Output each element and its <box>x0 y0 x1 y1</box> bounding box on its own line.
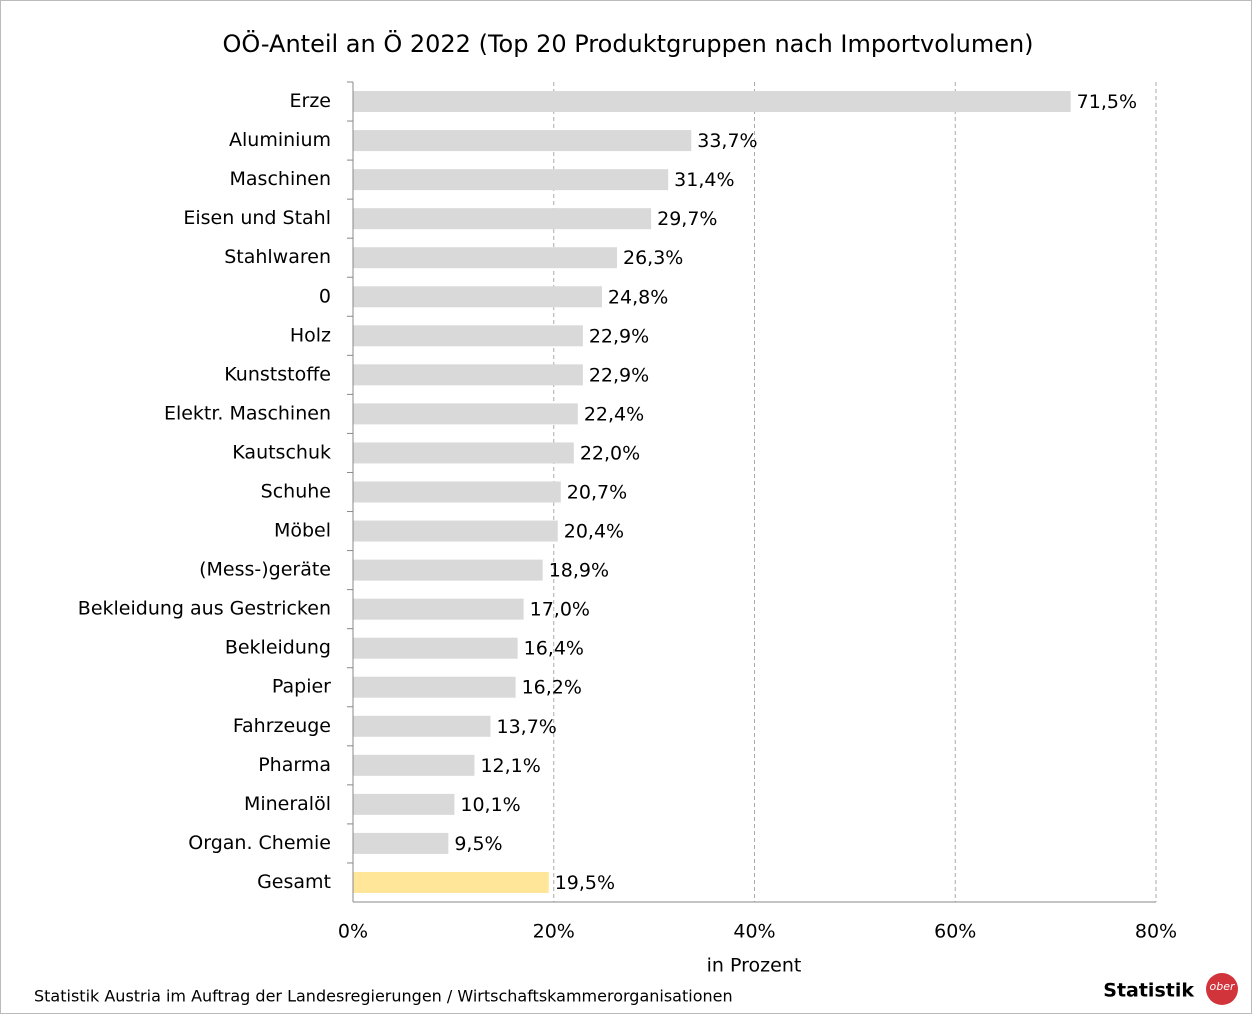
chart-title: OÖ-Anteil an Ö 2022 (Top 20 Produktgrupp… <box>222 29 1033 58</box>
y-tick-label: Schuhe <box>261 481 331 503</box>
bar <box>353 871 549 893</box>
bar <box>353 169 669 191</box>
value-label: 22,9% <box>589 325 649 347</box>
y-tick-label: Elektr. Maschinen <box>164 402 331 424</box>
bar <box>353 208 652 230</box>
y-tick-label: Mineralöl <box>244 793 331 815</box>
y-tick-label: Gesamt <box>257 871 331 893</box>
y-tick-label: Möbel <box>274 520 331 542</box>
logo-text: Statistik <box>1103 980 1194 1002</box>
value-label: 17,0% <box>530 599 590 621</box>
bar <box>353 403 578 425</box>
y-tick-label: (Mess-)geräte <box>199 559 331 581</box>
bar <box>353 676 516 698</box>
y-tick-label: Aluminium <box>229 129 331 151</box>
value-label: 31,4% <box>674 169 734 191</box>
value-label: 18,9% <box>549 560 609 582</box>
bar <box>353 754 475 776</box>
x-tick-label: 20% <box>533 921 575 943</box>
value-label: 13,7% <box>497 716 557 738</box>
value-label: 24,8% <box>608 286 668 308</box>
value-label: 22,9% <box>589 364 649 386</box>
y-tick-label: Fahrzeuge <box>233 715 331 737</box>
bar <box>353 130 692 152</box>
bar <box>353 325 583 347</box>
x-tick-label: 60% <box>934 921 976 943</box>
y-tick-label: 0 <box>319 285 331 307</box>
value-label: 20,4% <box>564 521 624 543</box>
bar <box>353 559 543 581</box>
y-tick-label: Kautschuk <box>232 441 331 463</box>
y-tick-label: Maschinen <box>230 168 331 190</box>
bar <box>353 442 574 464</box>
bar <box>353 286 602 308</box>
y-tick-label: Bekleidung aus Gestricken <box>78 598 331 620</box>
bar <box>353 598 524 620</box>
y-tick-label: Pharma <box>258 754 331 776</box>
value-label: 16,4% <box>524 638 584 660</box>
x-tick-label: 80% <box>1135 921 1177 943</box>
bar <box>353 832 449 854</box>
y-tick-label: Stahlwaren <box>224 246 331 268</box>
y-tick-label: Holz <box>290 324 331 346</box>
logo-badge-text: ober <box>1209 980 1235 993</box>
value-label: 26,3% <box>623 247 683 269</box>
value-label: 20,7% <box>567 482 627 504</box>
y-tick-label: Erze <box>290 90 331 112</box>
source: Statistik Austria im Auftrag der Landesr… <box>34 987 733 1006</box>
value-label: 9,5% <box>454 833 502 855</box>
value-label: 16,2% <box>522 677 582 699</box>
value-label: 19,5% <box>555 872 615 894</box>
value-label: 12,1% <box>480 755 540 777</box>
y-tick-label: Bekleidung <box>225 637 331 659</box>
value-label: 22,4% <box>584 403 644 425</box>
bar <box>353 520 558 542</box>
y-tick-label: Kunststoffe <box>224 363 331 385</box>
value-label: 71,5% <box>1077 91 1137 113</box>
bar <box>353 364 583 386</box>
x-tick-label: 0% <box>338 921 368 943</box>
bar <box>353 637 518 659</box>
bar <box>353 715 491 737</box>
y-tick-label: Organ. Chemie <box>188 832 331 854</box>
bar <box>353 91 1071 113</box>
value-label: 10,1% <box>460 794 520 816</box>
y-tick-label: Papier <box>272 676 331 698</box>
bar <box>353 247 617 269</box>
value-label: 22,0% <box>580 442 640 464</box>
x-axis-label: in Prozent <box>707 955 802 977</box>
bar <box>353 793 455 815</box>
bar <box>353 481 561 503</box>
y-tick-label: Eisen und Stahl <box>183 207 331 229</box>
x-tick-label: 40% <box>733 921 775 943</box>
value-label: 29,7% <box>657 208 717 230</box>
value-label: 33,7% <box>697 130 757 152</box>
logo-badge <box>1206 973 1238 1005</box>
